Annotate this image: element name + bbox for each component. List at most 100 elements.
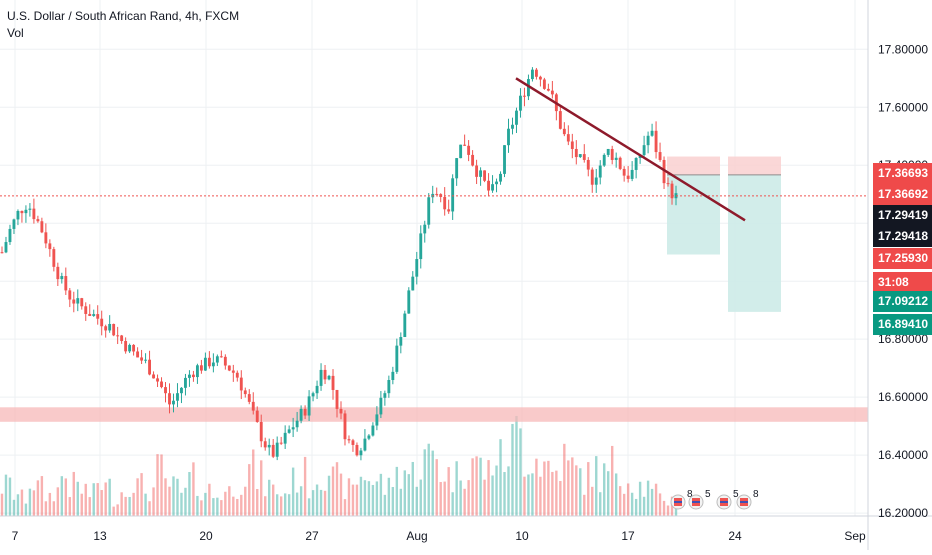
candle-body bbox=[128, 344, 132, 352]
take-profit-zone[interactable] bbox=[667, 174, 720, 255]
flag-icon[interactable]: 8 bbox=[670, 489, 693, 510]
volume-bar bbox=[339, 473, 343, 516]
position-tools[interactable] bbox=[667, 156, 781, 312]
volume-bar bbox=[331, 466, 335, 516]
candle-body bbox=[546, 88, 550, 91]
candle-body bbox=[303, 408, 307, 416]
candle-body bbox=[219, 356, 223, 358]
volume-bar bbox=[347, 478, 351, 516]
candle-body bbox=[618, 157, 622, 169]
candle-body bbox=[574, 148, 578, 158]
volume-bar bbox=[279, 496, 283, 516]
candle-body bbox=[72, 299, 76, 304]
candle-body bbox=[479, 170, 483, 177]
volume-bar bbox=[212, 498, 215, 516]
candle-body bbox=[351, 440, 355, 445]
volume-bar bbox=[76, 481, 79, 516]
flag-icon-stripe bbox=[692, 498, 700, 501]
candle-body bbox=[263, 441, 267, 448]
volume-bar bbox=[24, 503, 28, 516]
volume-bar bbox=[176, 478, 179, 516]
candle-body bbox=[307, 396, 311, 416]
symbol-title[interactable]: U.S. Dollar / South African Rand, 4h, FX… bbox=[7, 9, 240, 23]
volume-bar bbox=[662, 500, 666, 516]
flag-icon-count: 5 bbox=[733, 489, 739, 500]
volume-bar bbox=[244, 486, 247, 516]
volume-bar bbox=[499, 439, 502, 516]
candle-body bbox=[558, 111, 562, 129]
candle-body bbox=[176, 393, 179, 401]
candle-body bbox=[534, 69, 538, 77]
candle-body bbox=[243, 390, 247, 395]
volume-bar bbox=[610, 445, 614, 516]
volume-bar bbox=[268, 479, 271, 516]
candle-body bbox=[367, 435, 371, 439]
volume-bar bbox=[64, 478, 68, 516]
flag-icon[interactable]: 5 bbox=[688, 489, 711, 510]
volume-bar bbox=[260, 460, 263, 516]
candle-body bbox=[88, 313, 92, 316]
volume-indicator-label[interactable]: Vol bbox=[7, 26, 24, 40]
volume-bar bbox=[471, 458, 474, 516]
volume-bar bbox=[8, 477, 12, 516]
candle-body bbox=[64, 276, 68, 291]
volume-bar bbox=[355, 484, 359, 516]
flag-icon-stripe bbox=[740, 503, 748, 506]
volume-bar bbox=[236, 498, 239, 516]
candle-body bbox=[120, 335, 124, 342]
flag-icon-stripe bbox=[720, 498, 728, 501]
volume-bar bbox=[459, 480, 462, 516]
y-tick-label: 16.20000 bbox=[878, 506, 928, 520]
event-icons[interactable]: 8 5 5 8 bbox=[670, 489, 759, 510]
volume-bar bbox=[427, 443, 430, 516]
support-zone bbox=[0, 407, 868, 422]
volume-bar bbox=[204, 492, 207, 516]
candle-body bbox=[606, 148, 610, 155]
candle-body bbox=[419, 233, 423, 260]
candle-body bbox=[415, 259, 419, 277]
candle-body bbox=[487, 180, 490, 191]
candle-body bbox=[391, 371, 395, 381]
volume-bar bbox=[607, 471, 610, 516]
flag-icon[interactable]: 8 bbox=[736, 489, 759, 510]
candle-body bbox=[459, 144, 463, 159]
drawings[interactable] bbox=[0, 77, 868, 222]
volume-bar bbox=[136, 478, 139, 516]
candle-body bbox=[562, 128, 566, 135]
candle-body bbox=[447, 209, 451, 212]
candle-body bbox=[144, 359, 148, 361]
x-tick-label: 10 bbox=[515, 529, 529, 543]
candle-body bbox=[507, 128, 510, 146]
volume-bar bbox=[120, 492, 123, 516]
volume-bar bbox=[587, 462, 590, 516]
candle-body bbox=[4, 242, 8, 253]
candle-body bbox=[519, 95, 522, 111]
volume-bar bbox=[172, 476, 175, 516]
volume-bar bbox=[228, 486, 231, 516]
volume-bar bbox=[595, 456, 598, 516]
candle-body bbox=[602, 154, 606, 166]
support-zone-rect bbox=[0, 407, 868, 422]
stop-loss-zone[interactable] bbox=[667, 156, 720, 175]
volume-bar bbox=[359, 476, 363, 516]
stop-loss-zone[interactable] bbox=[728, 156, 781, 175]
volume-bar bbox=[638, 481, 642, 516]
x-tick-label: 7 bbox=[12, 529, 19, 543]
candle-body bbox=[231, 370, 235, 373]
candle-body bbox=[255, 410, 259, 422]
candle-body bbox=[195, 365, 199, 378]
candle-body bbox=[223, 356, 227, 366]
candle-body bbox=[0, 252, 4, 254]
candle-body bbox=[630, 169, 634, 179]
volume-bar bbox=[128, 496, 131, 516]
flag-icon[interactable]: 5 bbox=[716, 489, 739, 510]
trendline[interactable] bbox=[515, 77, 746, 222]
take-profit-zone[interactable] bbox=[728, 174, 781, 312]
volume-bar bbox=[467, 480, 470, 516]
volume-bar bbox=[160, 454, 163, 516]
volume-bar bbox=[666, 505, 670, 516]
volume-bar bbox=[303, 456, 307, 516]
candle-body bbox=[530, 69, 534, 80]
